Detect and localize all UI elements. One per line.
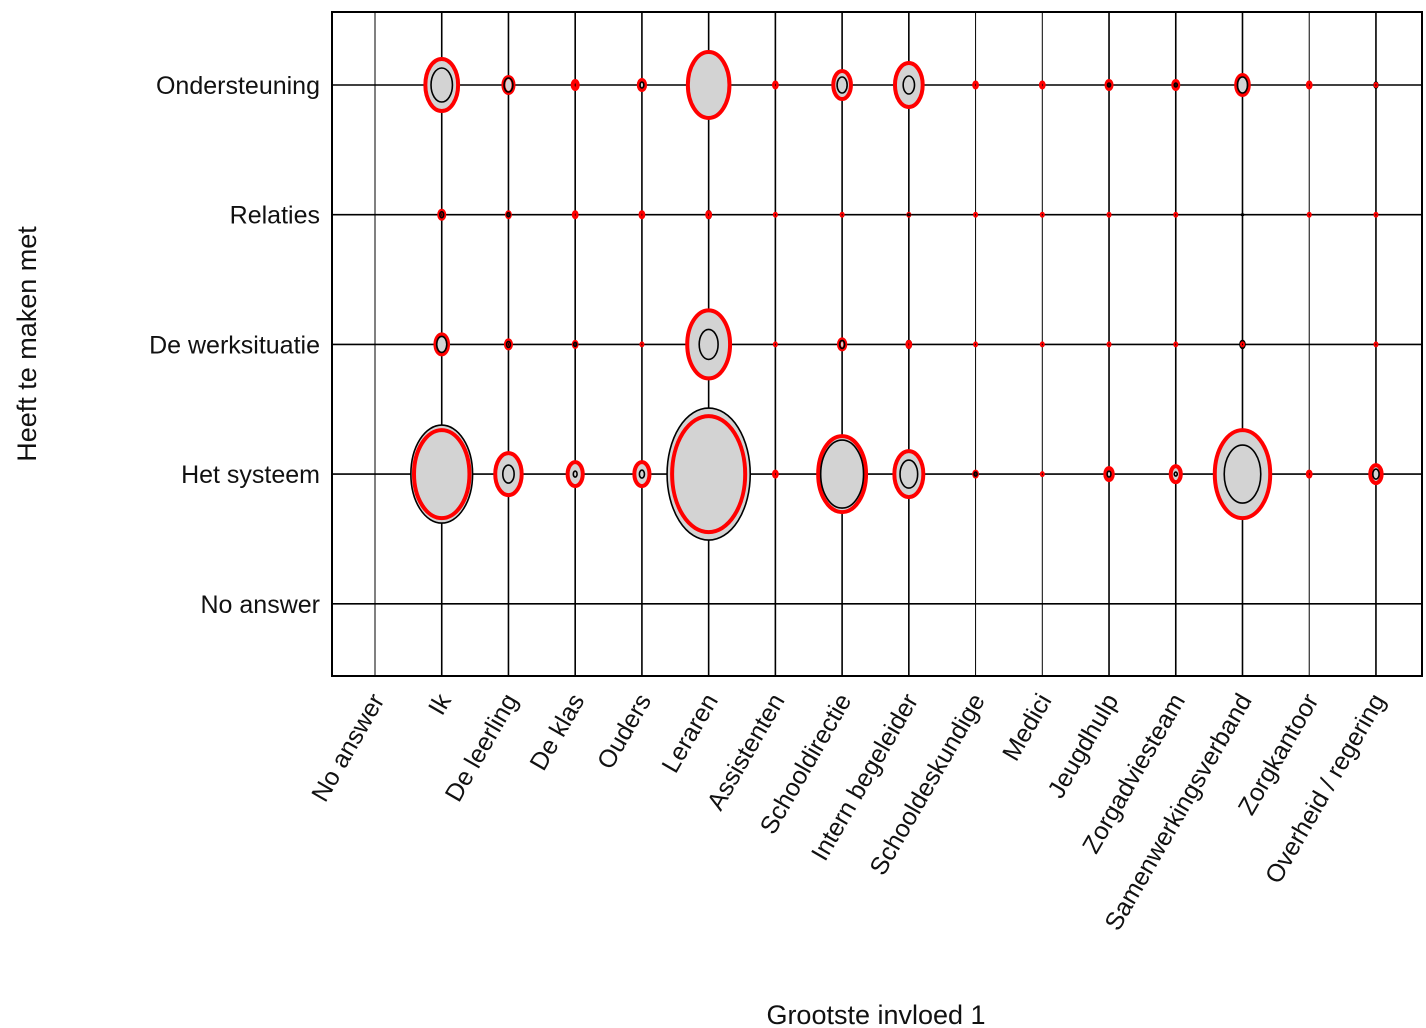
bubble-red <box>568 462 583 486</box>
bubble-red <box>687 310 730 378</box>
bubble-red <box>1171 466 1181 482</box>
grid-lines <box>332 12 1422 676</box>
bubble-red <box>1370 465 1381 483</box>
x-tick-label-medici: Medici <box>997 689 1057 766</box>
y-tick-label-de-werksituatie: De werksituatie <box>149 331 320 359</box>
x-tick-label-no-answer: No answer <box>306 689 390 806</box>
x-axis-title: Grootste invloed 1 <box>766 1000 985 1028</box>
y-tick-label-no-answer: No answer <box>201 591 321 619</box>
bubbles <box>411 52 1382 540</box>
x-tick-label-ik: Ik <box>423 689 457 720</box>
x-tick-label-de-klas: De klas <box>524 689 590 775</box>
bubble-black <box>667 408 750 540</box>
y-tick-label-het-systeem: Het systeem <box>181 461 320 489</box>
bubble-red <box>894 451 923 497</box>
x-tick-label-ouders: Ouders <box>592 689 657 774</box>
y-tick-labels: Ondersteuning Relaties De werksituatie Het … <box>149 72 320 619</box>
x-tick-label-overheid-regering: Overheid / regering <box>1260 689 1391 888</box>
bubble-red <box>1215 430 1270 518</box>
bubble-red <box>895 63 923 107</box>
bubble-red <box>818 436 866 512</box>
y-axis-title: Heeft te maken met <box>12 226 42 462</box>
y-tick-label-ondersteuning: Ondersteuning <box>156 72 320 100</box>
bubble-black <box>411 425 473 523</box>
y-tick-label-relaties: Relaties <box>230 202 320 230</box>
bubble-red <box>833 71 851 99</box>
bubble-red <box>634 462 649 486</box>
x-tick-label-leraren: Leraren <box>657 689 724 778</box>
bubble-red <box>495 453 521 495</box>
